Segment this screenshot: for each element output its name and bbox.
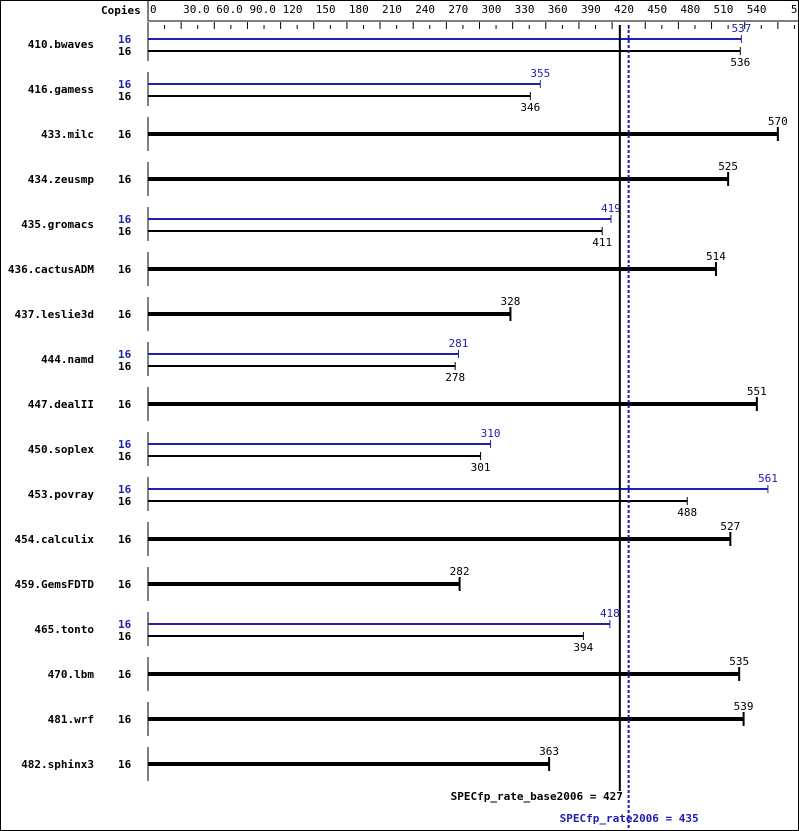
copies-base: 16 xyxy=(118,360,132,373)
tick-label: 580 xyxy=(791,3,798,16)
copies-base: 16 xyxy=(118,668,132,681)
copies-peak: 16 xyxy=(118,213,132,226)
base-value-label: 328 xyxy=(501,295,521,308)
copies-base: 16 xyxy=(118,758,132,771)
benchmark-label: 454.calculix xyxy=(15,533,95,546)
peak-value-label: 561 xyxy=(758,472,778,485)
base-value-label: 539 xyxy=(734,700,754,713)
tick-label: 210 xyxy=(382,3,402,16)
base-value-label: 514 xyxy=(706,250,726,263)
copies-base: 16 xyxy=(118,173,132,186)
copies-base: 16 xyxy=(118,495,132,508)
copies-base: 16 xyxy=(118,450,132,463)
tick-label: 360 xyxy=(548,3,568,16)
base-value-label: 488 xyxy=(677,506,697,519)
copies-peak: 16 xyxy=(118,483,132,496)
benchmark-label: 453.povray xyxy=(28,488,95,501)
tick-label: 480 xyxy=(680,3,700,16)
copies-base: 16 xyxy=(118,225,132,238)
copies-base: 16 xyxy=(118,128,132,141)
tick-label: 90.0 xyxy=(249,3,276,16)
benchmark-label: 450.soplex xyxy=(28,443,95,456)
base-value-label: 525 xyxy=(718,160,738,173)
copies-base: 16 xyxy=(118,90,132,103)
base-value-label: 570 xyxy=(768,115,788,128)
copies-base: 16 xyxy=(118,45,132,58)
base-value-label: 278 xyxy=(445,371,465,384)
tick-label: 300 xyxy=(482,3,502,16)
base-value-label: 346 xyxy=(520,101,540,114)
copies-peak: 16 xyxy=(118,348,132,361)
benchmark-label: 481.wrf xyxy=(48,713,94,726)
benchmark-label: 433.milc xyxy=(41,128,94,141)
base-value-label: 551 xyxy=(747,385,767,398)
base-value-label: 527 xyxy=(720,520,740,533)
tick-label: 390 xyxy=(581,3,601,16)
base-value-label: 535 xyxy=(729,655,749,668)
benchmark-label: 470.lbm xyxy=(48,668,95,681)
copies-base: 16 xyxy=(118,578,132,591)
peak-value-label: 418 xyxy=(600,607,620,620)
copies-peak: 16 xyxy=(118,438,132,451)
copies-base: 16 xyxy=(118,630,132,643)
tick-label: 270 xyxy=(448,3,468,16)
tick-label: 240 xyxy=(415,3,435,16)
base-value-label: 411 xyxy=(592,236,612,249)
copies-base: 16 xyxy=(118,533,132,546)
benchmark-label: 436.cactusADM xyxy=(8,263,94,276)
tick-label: 330 xyxy=(515,3,535,16)
benchmark-label: 444.namd xyxy=(41,353,94,366)
tick-label: 510 xyxy=(714,3,734,16)
base-value-label: 363 xyxy=(539,745,559,758)
tick-label: 60.0 xyxy=(216,3,243,16)
copies-peak: 16 xyxy=(118,618,132,631)
peak-value-label: 310 xyxy=(481,427,501,440)
copies-peak: 16 xyxy=(118,33,132,46)
base-summary-label: SPECfp_rate_base2006 = 427 xyxy=(451,790,623,803)
benchmark-label: 416.gamess xyxy=(28,83,94,96)
tick-label: 540 xyxy=(747,3,767,16)
copies-base: 16 xyxy=(118,713,132,726)
benchmark-label: 435.gromacs xyxy=(21,218,94,231)
tick-label: 150 xyxy=(316,3,336,16)
benchmark-label: 459.GemsFDTD xyxy=(15,578,95,591)
benchmark-label: 447.dealII xyxy=(28,398,94,411)
tick-label: 420 xyxy=(614,3,634,16)
axis-label: Copies xyxy=(101,4,141,17)
benchmark-label: 437.leslie3d xyxy=(15,308,94,321)
peak-value-label: 355 xyxy=(530,67,550,80)
base-value-label: 282 xyxy=(450,565,470,578)
benchmark-label: 465.tonto xyxy=(34,623,94,636)
base-value-label: 301 xyxy=(471,461,491,474)
benchmark-label: 482.sphinx3 xyxy=(21,758,94,771)
tick-label: 450 xyxy=(647,3,667,16)
copies-peak: 16 xyxy=(118,78,132,91)
benchmark-label: 434.zeusmp xyxy=(28,173,95,186)
tick-label: 120 xyxy=(283,3,303,16)
tick-label: 0 xyxy=(150,3,157,16)
peak-value-label: 537 xyxy=(731,22,751,35)
copies-base: 16 xyxy=(118,308,132,321)
copies-base: 16 xyxy=(118,263,132,276)
tick-label: 30.0 xyxy=(183,3,210,16)
tick-label: 180 xyxy=(349,3,369,16)
copies-base: 16 xyxy=(118,398,132,411)
peak-value-label: 281 xyxy=(449,337,469,350)
peak-value-label: 419 xyxy=(601,202,621,215)
peak-summary-label: SPECfp_rate2006 = 435 xyxy=(560,812,699,825)
base-value-label: 536 xyxy=(730,56,750,69)
base-value-label: 394 xyxy=(573,641,593,654)
benchmark-label: 410.bwaves xyxy=(28,38,94,51)
